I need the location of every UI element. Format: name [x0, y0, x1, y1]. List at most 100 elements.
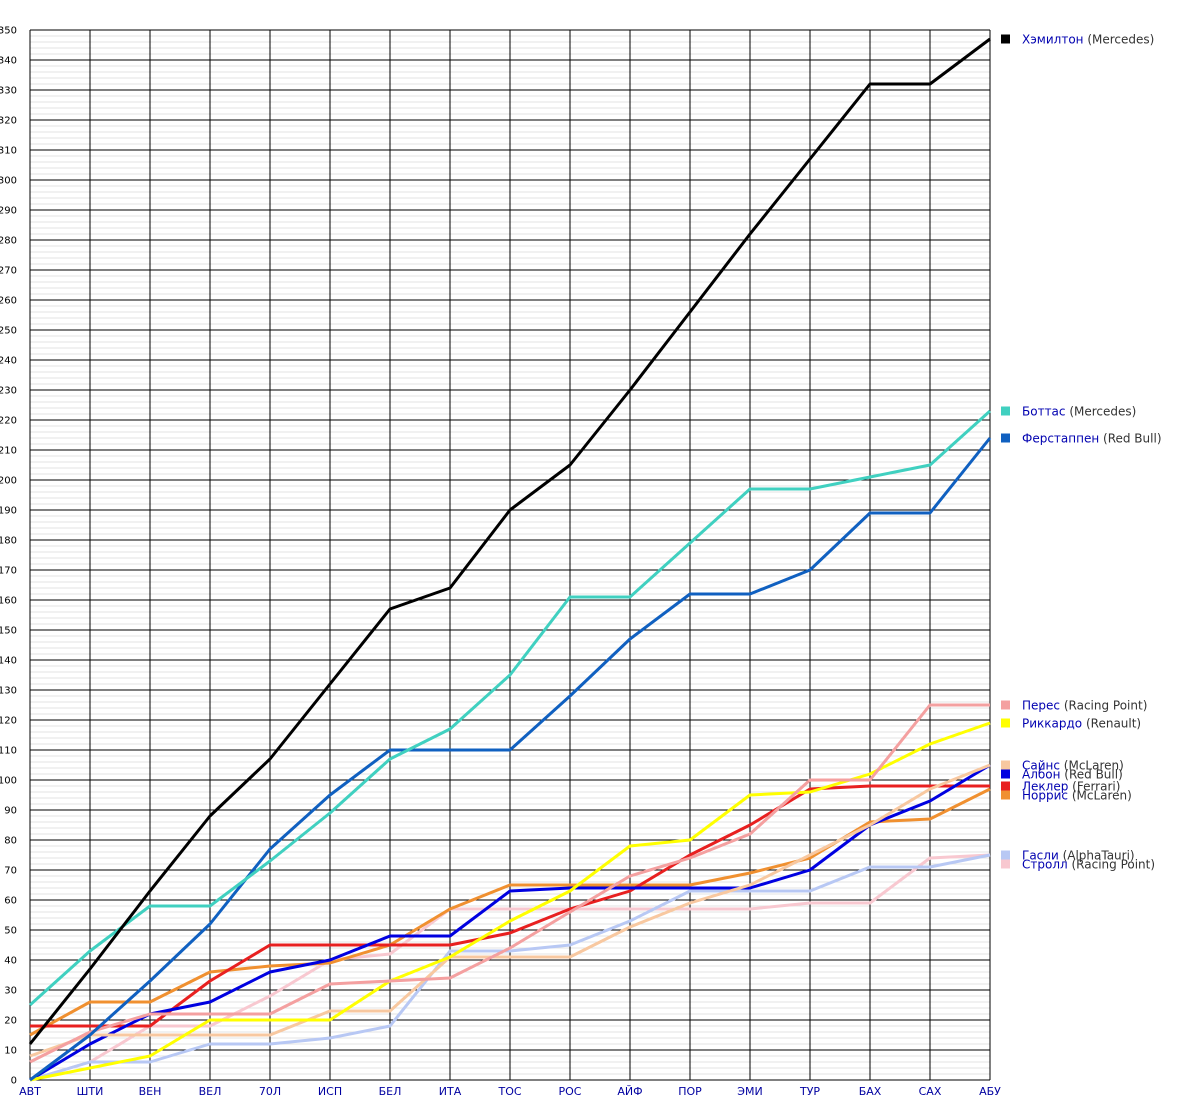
y-tick-label: 100 [0, 776, 17, 787]
legend-team-name: (Ferrari) [1072, 780, 1120, 794]
legend-swatch [1001, 790, 1010, 800]
legend-entry: Албон (Red Bull) [1001, 768, 1123, 782]
y-tick-label: 170 [0, 566, 17, 577]
series-line [29, 763, 991, 1058]
y-tick-label: 350 [0, 26, 17, 37]
x-tick-label: РОС [559, 1085, 582, 1098]
legend-label: Леклер (Ferrari) [1022, 780, 1120, 794]
x-tick-label: БЕЛ [379, 1085, 402, 1098]
vertical-gridlines [29, 30, 991, 1080]
legend-label: Гасли (AlphaTauri) [1022, 849, 1135, 863]
legend-label: Норрис (McLaren) [1022, 789, 1132, 803]
y-tick-label: 140 [0, 656, 17, 667]
legend-driver-name: Хэмилтон [1022, 33, 1087, 47]
y-tick-label: 310 [0, 146, 17, 157]
legend-driver-name: Гасли [1022, 849, 1063, 863]
legend-team-name: (Mercedes) [1069, 405, 1136, 419]
x-tick-label: ЭМИ [737, 1085, 762, 1098]
series-line [29, 721, 991, 1082]
x-tick-label: ИСП [318, 1085, 342, 1098]
x-tick-label: АВТ [19, 1085, 41, 1098]
y-tick-label: 0 [11, 1076, 17, 1087]
legend-team-name: (Red Bull) [1064, 768, 1122, 782]
legend-driver-name: Стролл [1022, 858, 1071, 872]
legend-entry: Боттас (Mercedes) [1001, 405, 1136, 419]
x-tick-label: ТОС [497, 1085, 521, 1098]
legend-team-name: (McLaren) [1072, 789, 1132, 803]
x-tick-label: АЙФ [617, 1085, 642, 1098]
y-tick-label: 40 [4, 956, 17, 967]
legend-team-name: (Racing Point) [1064, 699, 1148, 713]
y-tick-label: 150 [0, 626, 17, 637]
series-line [29, 437, 992, 1082]
y-tick-label: 120 [0, 716, 17, 727]
y-tick-label: 30 [4, 986, 17, 997]
y-tick-label: 210 [0, 446, 17, 457]
y-tick-label: 340 [0, 56, 17, 67]
legend-driver-name: Риккардо [1022, 717, 1086, 731]
legend-swatch [1001, 850, 1010, 860]
x-tick-label: САХ [919, 1085, 942, 1098]
legend-entry: Сайнс (McLaren) [1001, 759, 1124, 773]
y-tick-label: 70 [4, 866, 17, 877]
y-tick-label: 320 [0, 116, 17, 127]
y-tick-label: 230 [0, 386, 17, 397]
legend-label: Албон (Red Bull) [1022, 768, 1123, 782]
legend-label: Риккардо (Renault) [1022, 717, 1141, 731]
x-tick-label: ТУР [799, 1085, 820, 1098]
legend-driver-name: Сайнс [1022, 759, 1064, 773]
y-tick-label: 190 [0, 506, 17, 517]
legend-entry: Ферстаппен (Red Bull) [1001, 432, 1162, 446]
series-line [29, 853, 991, 1082]
legend-team-name: (Mercedes) [1087, 33, 1154, 47]
legend-team-name: (Renault) [1086, 717, 1141, 731]
legend-swatch [1001, 406, 1010, 416]
x-tick-label: ИТА [439, 1085, 462, 1098]
legend-swatch [1001, 769, 1010, 779]
legend-driver-name: Перес [1022, 699, 1064, 713]
series-line [29, 763, 991, 1082]
legend-entry: Гасли (AlphaTauri) [1001, 849, 1135, 863]
legend-entry: Стролл (Racing Point) [1001, 858, 1155, 872]
series-line [29, 853, 991, 1082]
legend-team-name: (McLaren) [1064, 759, 1124, 773]
x-tick-label: АБУ [979, 1085, 1001, 1098]
y-tick-label: 110 [0, 746, 17, 757]
y-tick-label: 220 [0, 416, 17, 427]
legend-swatch [1001, 718, 1010, 728]
y-tick-label: 200 [0, 476, 17, 487]
legend-swatch [1001, 859, 1010, 869]
x-tick-label: ВЕЛ [199, 1085, 222, 1098]
legend-label: Боттас (Mercedes) [1022, 405, 1136, 419]
series-line [28, 37, 991, 1045]
y-tick-label: 180 [0, 536, 17, 547]
legend-label: Стролл (Racing Point) [1022, 858, 1155, 872]
legend-entry: Хэмилтон (Mercedes) [1001, 33, 1154, 47]
x-tick-label: ВЕН [139, 1085, 162, 1098]
legend-driver-name: Норрис [1022, 789, 1072, 803]
y-tick-label: 10 [4, 1046, 17, 1057]
legend-driver-name: Леклер [1022, 780, 1072, 794]
y-tick-label: 50 [4, 926, 17, 937]
legend-label: Сайнс (McLaren) [1022, 759, 1124, 773]
legend-team-name: (Racing Point) [1071, 858, 1155, 872]
x-tick-label: 70Л [259, 1085, 281, 1098]
legend-team-name: (AlphaTauri) [1063, 849, 1135, 863]
legend-swatch [1001, 700, 1010, 710]
x-tick-label: ПОР [678, 1085, 702, 1098]
legend-swatch [1001, 34, 1010, 44]
y-tick-label: 270 [0, 266, 17, 277]
series-line [30, 784, 990, 1028]
y-tick-label: 260 [0, 296, 17, 307]
legend-driver-name: Ферстаппен [1022, 432, 1103, 446]
y-tick-label: 20 [4, 1016, 17, 1027]
legend-entry: Перес (Racing Point) [1001, 699, 1147, 713]
y-tick-label: 250 [0, 326, 17, 337]
legend-swatch [1001, 433, 1010, 443]
legend-label: Ферстаппен (Red Bull) [1022, 432, 1162, 446]
y-tick-label: 160 [0, 596, 17, 607]
legend-team-name: (Red Bull) [1103, 432, 1161, 446]
y-tick-label: 330 [0, 86, 17, 97]
x-axis-tick-labels: АВТ ШТИ ВЕН ВЕЛ 70Л ИСП БЕЛ ИТА ТОС РОС АЙФ ПОР ЭМИ Т… [19, 1085, 1001, 1098]
